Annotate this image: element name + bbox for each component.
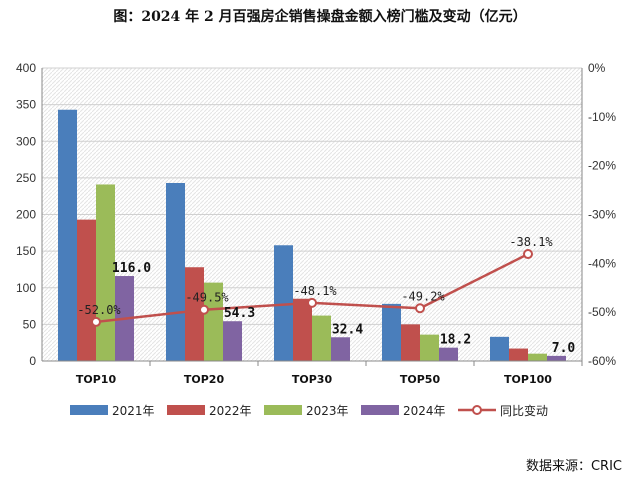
bar-value-label: 116.0 xyxy=(112,261,151,276)
source-note: 数据来源：CRIC xyxy=(525,459,622,474)
bar xyxy=(382,303,401,361)
y-left-tick-label: 50 xyxy=(23,317,37,331)
line-point-label: -49.2% xyxy=(401,289,445,303)
bar xyxy=(96,184,115,361)
bar xyxy=(331,337,350,361)
legend-swatch xyxy=(167,405,205,415)
x-category-label: TOP30 xyxy=(292,373,333,386)
legend-label: 2022年 xyxy=(209,404,252,418)
y-right-tick-label: -60% xyxy=(588,354,616,368)
x-category-label: TOP20 xyxy=(184,373,225,386)
y-left-tick-label: 250 xyxy=(16,171,36,185)
bar-value-label: 54.3 xyxy=(224,306,255,321)
legend-swatch xyxy=(70,405,108,415)
y-right-tick-label: -20% xyxy=(588,159,616,173)
legend-label: 2024年 xyxy=(403,404,446,418)
legend-swatch xyxy=(264,405,302,415)
y-right-tick-label: 0% xyxy=(588,61,606,75)
line-point xyxy=(523,249,533,260)
x-category-label: TOP100 xyxy=(504,373,552,386)
y-right-tick-label: -40% xyxy=(588,256,616,270)
bar xyxy=(509,348,528,361)
y-left-tick-label: 400 xyxy=(16,61,36,75)
line-point xyxy=(307,297,317,308)
bar xyxy=(274,245,293,361)
bar xyxy=(77,219,96,361)
line-point xyxy=(91,316,101,327)
x-category-label: TOP10 xyxy=(76,373,117,386)
y-right-tick-label: -50% xyxy=(588,305,616,319)
legend-label: 同比变动 xyxy=(500,403,548,418)
y-right-tick-label: -30% xyxy=(588,208,616,222)
bar xyxy=(547,355,566,361)
bar-value-label: 32.4 xyxy=(332,322,363,337)
bar xyxy=(223,321,242,361)
bar xyxy=(185,267,204,361)
bar xyxy=(293,298,312,361)
bar-value-label: 18.2 xyxy=(440,333,471,348)
bar xyxy=(420,334,439,361)
x-category-label: TOP50 xyxy=(400,373,441,386)
legend-label: 2023年 xyxy=(306,404,349,418)
legend-marker xyxy=(472,405,482,415)
bar xyxy=(312,315,331,361)
y-left-tick-label: 350 xyxy=(16,98,36,112)
y-left-tick-label: 100 xyxy=(16,281,36,295)
line-point-label: -52.0% xyxy=(77,303,121,317)
y-left-tick-label: 0 xyxy=(29,354,36,368)
y-left-tick-label: 200 xyxy=(16,208,36,222)
bar xyxy=(490,336,509,361)
line-point-label: -48.1% xyxy=(293,284,337,298)
bar-value-label: 7.0 xyxy=(552,341,576,356)
bar xyxy=(401,324,420,361)
bar xyxy=(439,347,458,361)
y-left-tick-label: 150 xyxy=(16,244,36,258)
y-right-tick-label: -10% xyxy=(588,110,616,124)
bar xyxy=(204,282,223,361)
legend-swatch xyxy=(361,405,399,415)
line-point xyxy=(199,304,209,315)
line-point-label: -49.5% xyxy=(185,291,229,305)
legend-label: 2021年 xyxy=(112,404,155,418)
bar xyxy=(58,109,77,361)
bar xyxy=(528,353,547,361)
line-point-label: -38.1% xyxy=(509,235,553,249)
y-left-tick-label: 300 xyxy=(16,134,36,148)
chart-title: 图：2024 年 2 月百强房企销售操盘金额入榜门槛及变动（亿元） xyxy=(113,9,527,25)
bar xyxy=(166,183,185,361)
line-point xyxy=(415,303,425,314)
